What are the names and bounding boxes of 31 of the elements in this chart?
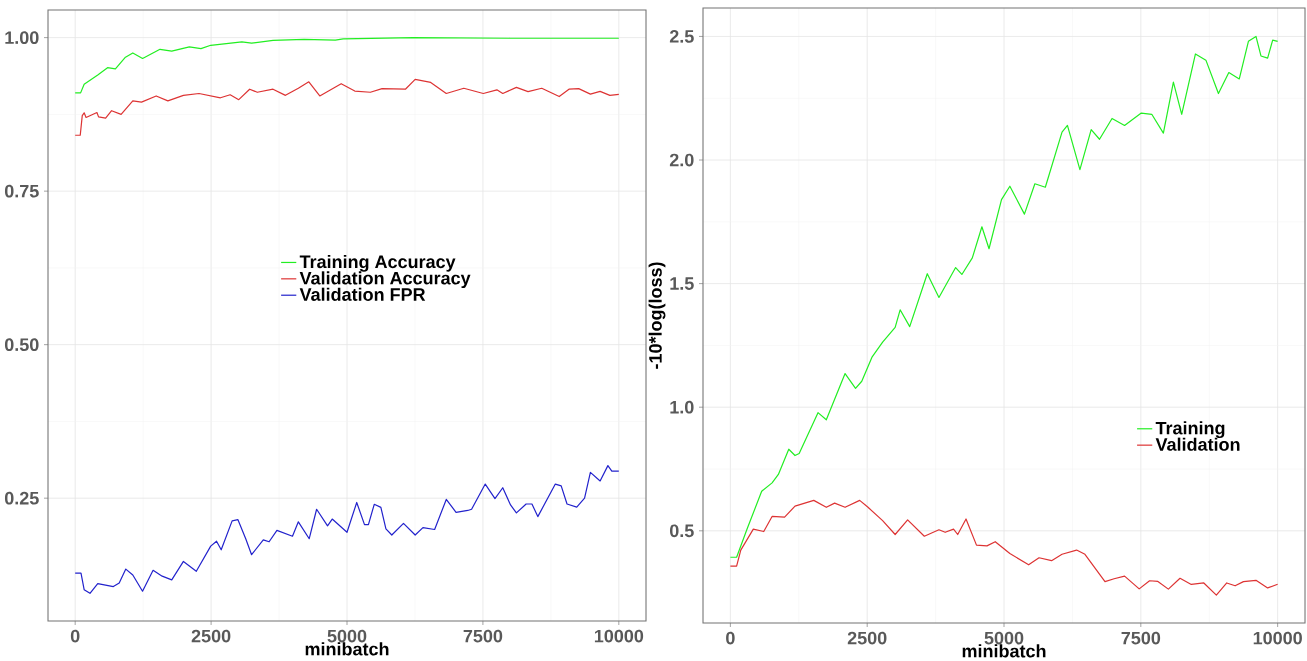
line-series [729, 499, 1279, 596]
x-tick-label: 10000 [1253, 631, 1302, 645]
x-axis-title: minibatch [305, 642, 389, 656]
y-tick-label: 1.0 [670, 400, 694, 414]
y-tick-label: 2.5 [669, 30, 694, 43]
x-tick-label: 7500 [463, 629, 503, 643]
y-tick-label: 0.50 [4, 338, 39, 352]
line-series [729, 35, 1279, 558]
y-axis-title: -10*log(loss) [648, 262, 666, 369]
x-tick-label: 10000 [594, 629, 644, 643]
y-tick-label: 0.25 [4, 491, 39, 505]
y-tick-label: 1.5 [670, 277, 694, 290]
y-tick-label: 1.00 [5, 31, 39, 44]
line-series [74, 78, 620, 136]
line-series [74, 465, 620, 594]
x-tick-label: 5000 [327, 629, 367, 643]
y-tick-label: 0.5 [669, 524, 694, 538]
y-tick-label: 0.75 [4, 184, 39, 198]
x-tick-label: 2500 [847, 631, 887, 645]
y-tick-label: 2.0 [669, 153, 694, 167]
x-tick-label: 2500 [191, 629, 231, 643]
x-tick-label: 0 [726, 631, 735, 645]
legend-label: Validation FPR [299, 287, 426, 301]
line-series [74, 37, 620, 94]
legend-label: Validation [1155, 437, 1240, 451]
x-tick-label: 7500 [1121, 631, 1161, 645]
legend-label: Training Accuracy [299, 254, 456, 272]
x-axis-title: minibatch [962, 644, 1046, 658]
legend-label: Training [1155, 421, 1225, 439]
x-tick-label: 5000 [984, 631, 1024, 645]
x-tick-label: 0 [70, 629, 80, 643]
